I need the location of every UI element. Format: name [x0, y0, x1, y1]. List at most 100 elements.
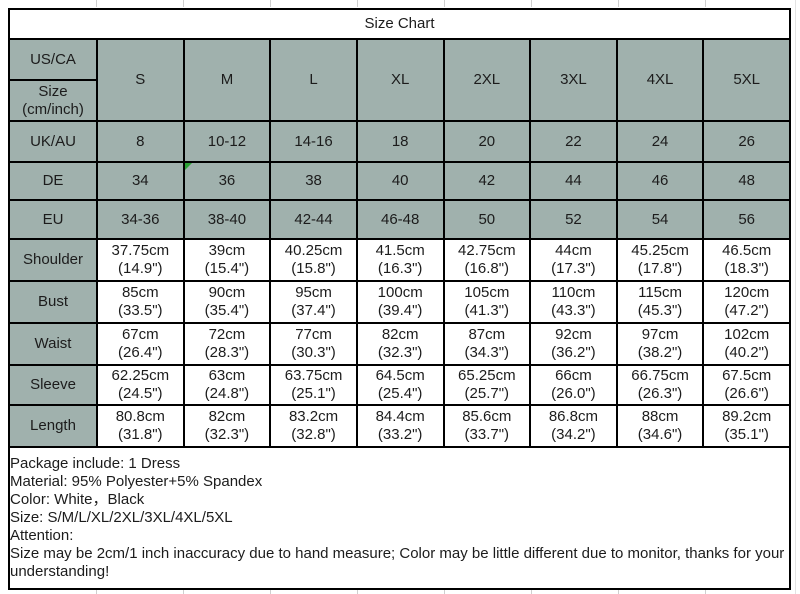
inch-value: (32.3"): [377, 344, 423, 361]
conversion-row-ukau: UK/AU 8 10-12 14-16 18 20 22 24 26: [8, 120, 791, 163]
eu-xl: 46-48: [355, 199, 445, 240]
inch-value: (17.3"): [551, 260, 596, 277]
bust-s: 85cm (33.5"): [96, 280, 185, 324]
gridline-tick: [96, 588, 97, 594]
length-m: 82cm (32.3"): [182, 404, 272, 448]
cm-value: 46.5cm: [722, 242, 772, 259]
cm-value: 90cm: [208, 284, 246, 301]
inch-value: (25.1"): [291, 385, 336, 402]
note-size: Size: S/M/L/XL/2XL/3XL/4XL/5XL: [10, 509, 233, 526]
cm-value: 84.4cm: [375, 408, 425, 425]
bust-l: 95cm (37.4"): [269, 280, 358, 324]
inch-value: (34.2"): [551, 426, 596, 443]
cm-value: 95cm: [295, 284, 332, 301]
shoulder-5xl: 46.5cm (18.3"): [702, 238, 791, 282]
title-row: Size Chart: [8, 8, 791, 40]
shoulder-xl: 41.5cm (16.3"): [355, 238, 445, 282]
de-4xl: 46: [615, 161, 705, 201]
gridline-tick: [618, 0, 619, 7]
note-material: Material: 95% Polyester+5% Spandex: [10, 473, 263, 490]
cm-value: 66.75cm: [631, 367, 689, 384]
cm-value: 63cm: [208, 367, 246, 384]
gridline-right: [795, 0, 796, 594]
ukau-s: 8: [96, 120, 185, 163]
measurement-row-bust: Bust 85cm (33.5") 90cm (35.4") 95cm (37.4")…: [8, 280, 791, 324]
eu-4xl: 54: [615, 199, 705, 240]
inch-value: (25.4"): [377, 385, 423, 402]
bust-3xl: 110cm (43.3"): [529, 280, 618, 324]
size-header-2xl: 2XL: [442, 38, 532, 122]
de-xl: 40: [355, 161, 445, 201]
sleeve-4xl: 66.75cm (26.3"): [615, 364, 705, 406]
notes-row: Package include: 1 Dress Material: 95% P…: [8, 446, 791, 590]
inch-value: (39.4"): [377, 302, 423, 319]
row-label-shoulder: Shoulder: [8, 238, 98, 282]
waist-3xl: 92cm (36.2"): [529, 322, 618, 366]
cm-value: 65.25cm: [458, 367, 516, 384]
gridline-tick: [96, 0, 97, 7]
inch-value: (47.2"): [724, 302, 769, 319]
size-chart-table: Size Chart US/CA S M L XL 2XL 3XL 4XL 5X…: [8, 8, 791, 590]
length-s: 80.8cm (31.8"): [96, 404, 185, 448]
cm-value: 120cm: [724, 284, 770, 301]
inch-value: (31.8"): [118, 426, 163, 443]
ukau-2xl: 20: [442, 120, 532, 163]
size-header-xl: XL: [355, 38, 445, 122]
cm-value: 86.8cm: [548, 408, 599, 425]
shoulder-m: 39cm (15.4"): [182, 238, 272, 282]
gridline-tick: [705, 0, 706, 7]
length-xl: 84.4cm (33.2"): [355, 404, 445, 448]
inch-value: (34.3"): [464, 344, 510, 361]
gridline-tick: [270, 588, 271, 594]
sleeve-3xl: 66cm (26.0"): [529, 364, 618, 406]
cm-value: 82cm: [208, 408, 246, 425]
gridline-tick: [618, 588, 619, 594]
inch-value: (30.3"): [291, 344, 336, 361]
cm-value: 62.25cm: [111, 367, 170, 384]
cm-value: 89.2cm: [722, 408, 772, 425]
cm-value: 92cm: [555, 326, 592, 343]
ukau-3xl: 22: [529, 120, 618, 163]
waist-4xl: 97cm (38.2"): [615, 322, 705, 366]
de-3xl: 44: [529, 161, 618, 201]
inch-value: (34.6"): [637, 426, 683, 443]
row-label-length: Length: [8, 404, 98, 448]
inch-value: (18.3"): [724, 260, 769, 277]
product-notes: Package include: 1 Dress Material: 95% P…: [8, 446, 791, 590]
size-header-m: M: [182, 38, 272, 122]
inch-value: (43.3"): [551, 302, 596, 319]
cm-value: 42.75cm: [458, 242, 516, 259]
bust-4xl: 115cm (45.3"): [615, 280, 705, 324]
corner-label-usca: US/CA: [8, 38, 98, 81]
waist-s: 67cm (26.4"): [96, 322, 185, 366]
bust-m: 90cm (35.4"): [182, 280, 272, 324]
gridline-tick: [357, 588, 358, 594]
row-label-eu: EU: [8, 199, 98, 240]
eu-m: 38-40: [182, 199, 272, 240]
gridline-tick: [531, 0, 532, 7]
shoulder-4xl: 45.25cm (17.8"): [615, 238, 705, 282]
cm-value: 105cm: [464, 284, 510, 301]
cm-value: 102cm: [724, 326, 770, 343]
shoulder-3xl: 44cm (17.3"): [529, 238, 618, 282]
de-s: 34: [96, 161, 185, 201]
size-header-5xl: 5XL: [702, 38, 791, 122]
cm-value: 88cm: [641, 408, 679, 425]
inch-value: (41.3"): [464, 302, 510, 319]
inch-value: (33.7"): [464, 426, 510, 443]
shoulder-s: 37.75cm (14.9"): [96, 238, 185, 282]
cm-value: 87cm: [468, 326, 506, 343]
inch-value: (16.8"): [464, 260, 510, 277]
size-header-3xl: 3XL: [529, 38, 618, 122]
inch-value: (24.5"): [118, 385, 163, 402]
header-row-top: US/CA S M L XL 2XL 3XL 4XL 5XL: [8, 38, 791, 122]
bust-xl: 100cm (39.4"): [355, 280, 445, 324]
cm-value: 37.75cm: [111, 242, 170, 259]
row-label-waist: Waist: [8, 322, 98, 366]
chart-title: Size Chart: [8, 8, 791, 40]
gridline-tick: [270, 0, 271, 7]
cm-value: 110cm: [551, 284, 596, 301]
cm-value: 67.5cm: [722, 367, 772, 384]
waist-xl: 82cm (32.3"): [355, 322, 445, 366]
